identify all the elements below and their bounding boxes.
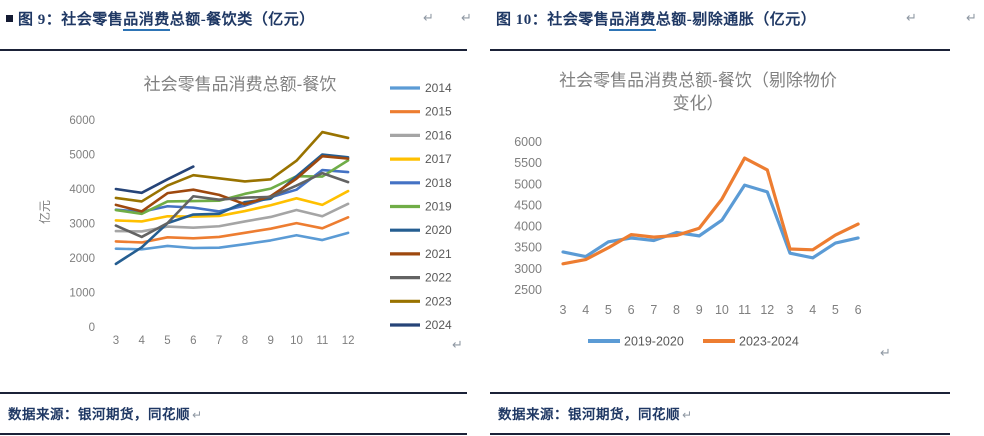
figure-10-title-pre: 社会零售 bbox=[547, 12, 610, 28]
paragraph-mark-icon: ↵ bbox=[192, 408, 203, 422]
figure-10-label: 图 10： bbox=[496, 12, 548, 28]
paragraph-mark-icon: ↵ bbox=[461, 11, 472, 26]
y-axis-tick-label: 6000 bbox=[69, 115, 95, 127]
x-axis-tick-label: 3 bbox=[113, 335, 119, 347]
x-axis-tick-label: 4 bbox=[138, 335, 145, 347]
paragraph-mark-icon: ↵ bbox=[906, 11, 917, 26]
x-axis-tick-label: 11 bbox=[738, 303, 751, 317]
x-axis-tick-label: 4 bbox=[582, 303, 589, 317]
x-axis-tick-label: 12 bbox=[760, 303, 774, 317]
square-bullet-icon bbox=[6, 15, 13, 22]
x-axis-tick-label: 5 bbox=[605, 303, 612, 317]
legend-label-2020: 2020 bbox=[425, 223, 452, 237]
x-axis-tick-label: 12 bbox=[342, 335, 355, 347]
y-axis-tick-label: 4000 bbox=[514, 220, 542, 234]
x-axis-tick-label: 4 bbox=[809, 303, 816, 317]
x-axis-tick-label: 7 bbox=[650, 303, 657, 317]
figure-9-title-underlined: 品消费 bbox=[123, 12, 170, 31]
x-axis-tick-label: 9 bbox=[696, 303, 703, 317]
x-axis-tick-label: 9 bbox=[267, 335, 273, 347]
x-axis-tick-label: 3 bbox=[787, 303, 794, 317]
x-axis-tick-label: 3 bbox=[560, 303, 567, 317]
x-axis-tick-label: 5 bbox=[164, 335, 170, 347]
restaurant-consumption-by-year-chart[interactable]: 社会零售品消费总额-餐饮 0 1000 2000 3000 4000 5000 6000 3 4 5… bbox=[0, 54, 468, 362]
y-axis-tick-label: 3000 bbox=[69, 219, 95, 231]
x-axis-tick-label: 6 bbox=[855, 303, 862, 317]
y-axis-title: 亿元 bbox=[37, 200, 52, 224]
chart-title: 社会零售品消费总额-餐饮（剔除物价 bbox=[559, 71, 837, 90]
series-line-2019 bbox=[114, 159, 350, 216]
y-axis-tick-label: 4000 bbox=[69, 184, 95, 196]
data-source-left: 数据来源：银河期货，同花顺 ↵ bbox=[8, 407, 203, 422]
y-axis-tick-label: 6000 bbox=[514, 135, 542, 149]
legend-label-2014: 2014 bbox=[425, 81, 452, 95]
paragraph-mark-icon: ↵ bbox=[682, 408, 693, 422]
y-axis-tick-label: 4500 bbox=[514, 198, 542, 212]
y-axis-tick-label: 1000 bbox=[69, 288, 95, 300]
series-line-2017 bbox=[114, 189, 350, 223]
series-line-2024 bbox=[114, 165, 195, 195]
legend-label-2024: 2024 bbox=[425, 318, 452, 332]
legend-label-2022: 2022 bbox=[425, 271, 452, 285]
legend-label-2023-2024: 2023-2024 bbox=[739, 335, 799, 349]
figure-9-title-pre: 社会零售 bbox=[61, 12, 124, 28]
x-axis-tick-label: 7 bbox=[216, 335, 222, 347]
series-line-2019-2020 bbox=[561, 183, 860, 260]
deflated-restaurant-consumption-chart[interactable]: 社会零售品消费总额-餐饮（剔除物价变化）25003000350040004500… bbox=[490, 54, 960, 366]
x-axis-tick-label: 8 bbox=[242, 335, 248, 347]
legend-label-2023: 2023 bbox=[425, 294, 452, 308]
y-axis-tick-label: 5500 bbox=[514, 156, 542, 170]
figure-10-caption: 图 10：社会零售品消费总额-剔除通胀（亿元） bbox=[496, 8, 817, 31]
figure-10-title-underlined: 品消费 bbox=[609, 12, 656, 31]
legend-label-2019: 2019 bbox=[425, 200, 452, 214]
x-axis-tick-label: 8 bbox=[673, 303, 680, 317]
paragraph-mark-icon: ↵ bbox=[966, 11, 977, 26]
y-axis-tick-label: 3000 bbox=[514, 262, 542, 276]
legend-label-2019-2020: 2019-2020 bbox=[624, 335, 684, 349]
series-line-2023 bbox=[114, 130, 350, 203]
y-axis-tick-label: 2500 bbox=[514, 283, 542, 297]
figure-10-title-post: 总额-剔除通胀（亿元） bbox=[655, 12, 817, 28]
y-axis-tick-label: 5000 bbox=[514, 177, 542, 191]
x-axis-tick-label: 6 bbox=[190, 335, 196, 347]
figure-10-cell: 图 10：社会零售品消费总额-剔除通胀（亿元） 社会零售品消费总额-餐饮（剔除物… bbox=[490, 0, 960, 436]
figure-9-title-post: 总额-餐饮类（亿元） bbox=[169, 12, 315, 28]
series-line-2014 bbox=[114, 231, 350, 251]
x-axis-tick-label: 11 bbox=[316, 335, 328, 347]
legend-label-2016: 2016 bbox=[425, 128, 452, 142]
divider-above-source bbox=[0, 392, 467, 394]
figure-9-cell: 图 9：社会零售品消费总额-餐饮类（亿元） 社会零售品消费总额-餐饮 0 1000 2… bbox=[0, 0, 468, 436]
chart-title: 变化） bbox=[673, 94, 724, 113]
paragraph-mark-icon: ↵ bbox=[880, 346, 891, 361]
legend-label-2015: 2015 bbox=[425, 105, 452, 119]
legend-label-2017: 2017 bbox=[425, 152, 452, 166]
y-axis-tick-label: 2000 bbox=[69, 253, 95, 265]
divider-under-title bbox=[0, 49, 467, 51]
y-axis-tick-label: 3500 bbox=[514, 241, 542, 255]
y-axis-tick-label: 0 bbox=[89, 322, 95, 334]
divider-bottom bbox=[0, 433, 467, 435]
series-line-2022 bbox=[114, 171, 350, 239]
paragraph-mark-icon: ↵ bbox=[452, 338, 463, 353]
figure-9-caption: 图 9：社会零售品消费总额-餐饮类（亿元） bbox=[6, 8, 315, 31]
series-line-2015 bbox=[114, 215, 350, 244]
x-axis-tick-label: 10 bbox=[715, 303, 729, 317]
chart-title: 社会零售品消费总额-餐饮 bbox=[144, 75, 337, 94]
x-axis-tick-label: 6 bbox=[628, 303, 635, 317]
data-source-right: 数据来源：银河期货，同花顺 ↵ bbox=[498, 407, 693, 422]
series-line-2023-2024 bbox=[561, 156, 860, 266]
divider-bottom bbox=[490, 433, 950, 435]
series-line-2020 bbox=[114, 153, 350, 266]
paragraph-mark-icon: ↵ bbox=[423, 11, 434, 26]
legend-label-2018: 2018 bbox=[425, 176, 452, 190]
figure-9-label: 图 9： bbox=[18, 12, 62, 28]
x-axis-tick-label: 10 bbox=[290, 335, 303, 347]
legend-label-2021: 2021 bbox=[425, 247, 452, 261]
y-axis-tick-label: 5000 bbox=[69, 150, 95, 162]
x-axis-tick-label: 5 bbox=[832, 303, 839, 317]
divider-above-source bbox=[490, 392, 950, 394]
divider-under-title bbox=[490, 49, 950, 51]
